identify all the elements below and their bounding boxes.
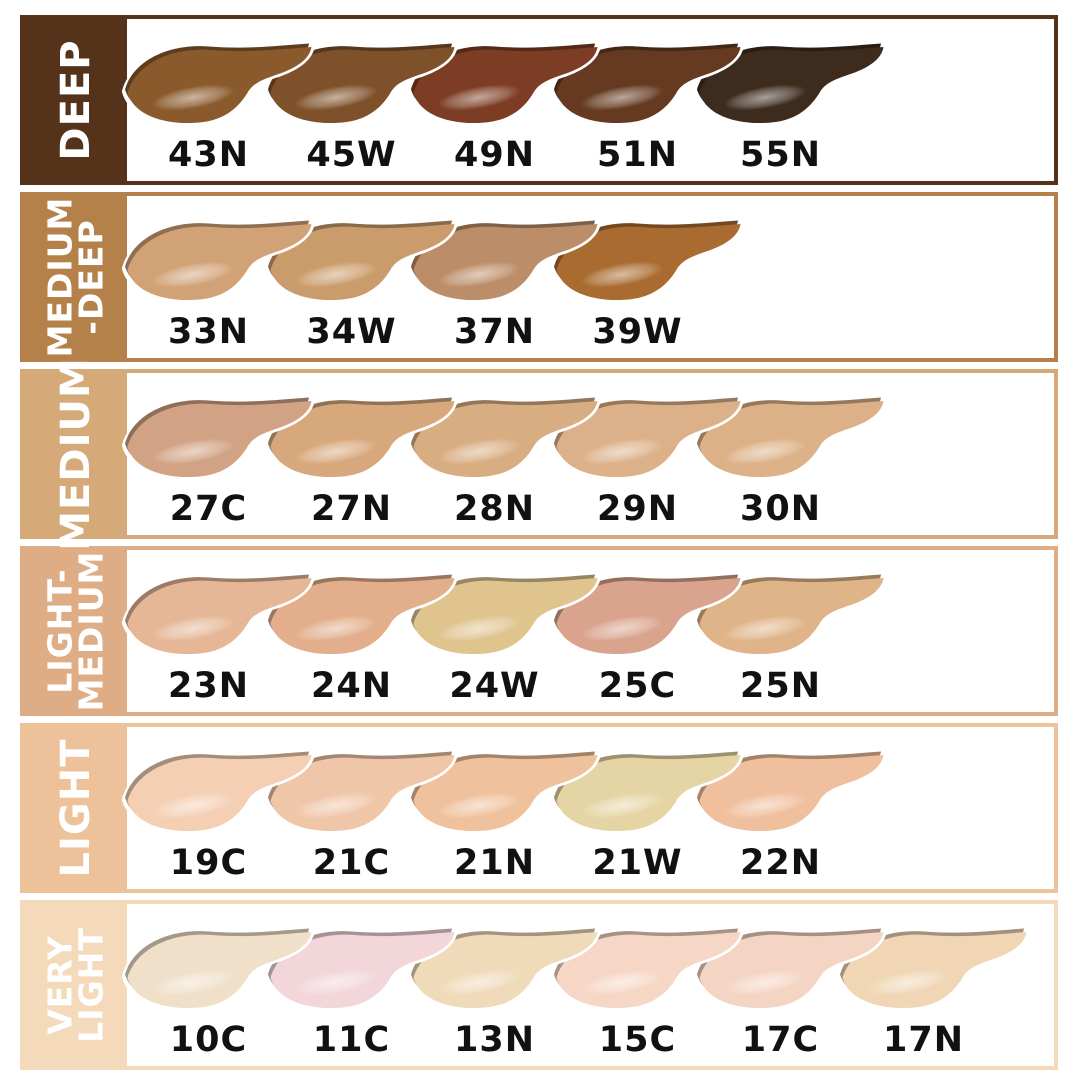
shade-code-label: 39W [592, 312, 683, 352]
shade-swatch-22n [685, 743, 890, 843]
shade-swatch-55n [685, 35, 890, 135]
category-label: DEEP [52, 39, 99, 161]
category-label: MEDIUM -DEEP [40, 196, 111, 358]
shade-code-label: 34W [306, 312, 397, 352]
shade-code-label: 43N [168, 135, 249, 175]
shade-code-label: 17N [883, 1020, 964, 1060]
shade-band-medium-deep: MEDIUM -DEEP 33N 34W 37N [20, 192, 1058, 362]
category-sidebar: DEEP [24, 19, 127, 181]
shade-code-label: 19C [169, 843, 248, 883]
shade-band-very-light: VERY LIGHT 10C 11C 13N [20, 900, 1058, 1070]
category-sidebar: MEDIUM -DEEP [24, 196, 127, 358]
shade-code-label: 21C [312, 843, 391, 883]
shade-cell-11c: 11C [280, 904, 423, 1066]
shade-cell-24n: 24N [280, 550, 423, 712]
category-label: LIGHT- MEDIUM [40, 550, 111, 712]
swatch-row: 23N 24N 24W 25C [127, 550, 1054, 712]
shade-cell-29n: 29N [566, 373, 709, 535]
shade-cell-21w: 21W [566, 727, 709, 889]
shade-cell-27n: 27N [280, 373, 423, 535]
shade-code-label: 33N [168, 312, 249, 352]
shade-code-label: 25C [598, 666, 677, 706]
shade-cell-21n: 21N [423, 727, 566, 889]
shade-band-deep: DEEP 43N 45W 49N [20, 15, 1058, 185]
shade-code-label: 10C [169, 1020, 248, 1060]
shade-code-label: 23N [168, 666, 249, 706]
shade-code-label: 24N [311, 666, 392, 706]
shade-code-label: 28N [454, 489, 535, 529]
shade-cell-33n: 33N [137, 196, 280, 358]
shade-cell-15c: 15C [566, 904, 709, 1066]
shade-code-label: 55N [740, 135, 821, 175]
swatch-row: 27C 27N 28N 29N [127, 373, 1054, 535]
shade-band-medium: MEDIUM 27C 27N 28N [20, 357, 1058, 551]
shade-code-label: 24W [449, 666, 540, 706]
swatch-row: 10C 11C 13N 15C [127, 904, 1054, 1066]
shade-swatch-25n [685, 566, 890, 666]
shade-cell-34w: 34W [280, 196, 423, 358]
category-sidebar: MEDIUM [24, 357, 127, 551]
category-sidebar: VERY LIGHT [24, 904, 127, 1066]
shade-code-label: 21N [454, 843, 535, 883]
shade-cell-43n: 43N [137, 19, 280, 181]
shade-cell-51n: 51N [566, 19, 709, 181]
category-label: LIGHT [52, 738, 99, 878]
shade-code-label: 45W [306, 135, 397, 175]
shade-cell-19c: 19C [137, 727, 280, 889]
shade-cell-24w: 24W [423, 550, 566, 712]
shade-band-light: LIGHT 19C 21C 21N [20, 723, 1058, 893]
shade-swatch-17n [828, 920, 1033, 1020]
shade-code-label: 27N [311, 489, 392, 529]
swatch-row: 19C 21C 21N 21W [127, 727, 1054, 889]
shade-band-light-medium: LIGHT- MEDIUM 23N 24N 24W [20, 546, 1058, 716]
shade-code-label: 13N [454, 1020, 535, 1060]
shade-cell-30n: 30N [709, 373, 852, 535]
shade-code-label: 37N [454, 312, 535, 352]
shade-cell-55n: 55N [709, 19, 852, 181]
shade-cell-25c: 25C [566, 550, 709, 712]
shade-code-label: 30N [740, 489, 821, 529]
shade-cell-25n: 25N [709, 550, 852, 712]
shade-swatch-39w [542, 212, 747, 312]
foundation-shade-chart: DEEP 43N 45W 49N [20, 15, 1058, 1077]
shade-cell-17c: 17C [709, 904, 852, 1066]
shade-code-label: 17C [741, 1020, 820, 1060]
category-label: MEDIUM [52, 357, 99, 551]
swatch-row: 43N 45W 49N 51N [127, 19, 1054, 181]
shade-cell-13n: 13N [423, 904, 566, 1066]
category-label: VERY LIGHT [40, 927, 111, 1043]
shade-code-label: 15C [598, 1020, 677, 1060]
shade-cell-49n: 49N [423, 19, 566, 181]
category-sidebar: LIGHT [24, 727, 127, 889]
shade-cell-22n: 22N [709, 727, 852, 889]
shade-cell-23n: 23N [137, 550, 280, 712]
shade-cell-28n: 28N [423, 373, 566, 535]
shade-code-label: 51N [597, 135, 678, 175]
shade-cell-17n: 17N [852, 904, 995, 1066]
shade-code-label: 11C [312, 1020, 391, 1060]
shade-cell-37n: 37N [423, 196, 566, 358]
shade-cell-27c: 27C [137, 373, 280, 535]
shade-code-label: 25N [740, 666, 821, 706]
shade-cell-45w: 45W [280, 19, 423, 181]
shade-code-label: 29N [597, 489, 678, 529]
swatch-row: 33N 34W 37N 39W [127, 196, 1054, 358]
shade-code-label: 49N [454, 135, 535, 175]
shade-cell-39w: 39W [566, 196, 709, 358]
shade-code-label: 27C [169, 489, 248, 529]
shade-cell-21c: 21C [280, 727, 423, 889]
shade-cell-10c: 10C [137, 904, 280, 1066]
shade-swatch-30n [685, 389, 890, 489]
shade-code-label: 22N [740, 843, 821, 883]
shade-code-label: 21W [592, 843, 683, 883]
category-sidebar: LIGHT- MEDIUM [24, 550, 127, 712]
